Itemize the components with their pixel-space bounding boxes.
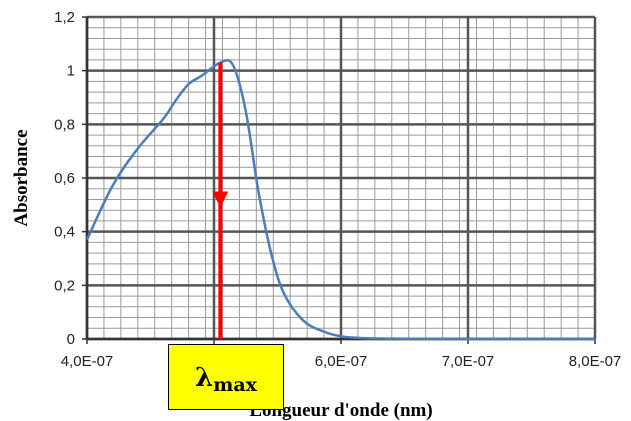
lambda-max-label: λmax xyxy=(168,344,284,410)
x-axis-label: Longueur d'onde (nm) xyxy=(249,400,432,421)
y-axis-label: Absorbance xyxy=(11,129,32,226)
lambda-symbol: λ xyxy=(195,363,214,393)
y-tick-label: 0,8 xyxy=(54,116,75,133)
y-tick-label: 0,6 xyxy=(54,170,75,187)
chart-grid xyxy=(85,15,597,341)
y-tick-labels: 0 0,2 0,4 0,6 0,8 1 1,2 xyxy=(54,9,87,348)
lambda-subscript: max xyxy=(213,374,257,396)
y-tick-label: 0,4 xyxy=(54,224,75,241)
x-tick-labels: 4,0E-075,0E-076,0E-077,0E-078,0E-07 xyxy=(61,339,622,370)
y-tick-label: 0 xyxy=(67,331,75,348)
x-tick-label: 7,0E-07 xyxy=(442,353,495,370)
x-tick-label: 6,0E-07 xyxy=(315,353,368,370)
y-tick-label: 1,2 xyxy=(54,9,75,26)
series-line-absorbance xyxy=(85,58,595,341)
x-tick-label: 4,0E-07 xyxy=(61,353,114,370)
y-tick-label: 0,2 xyxy=(54,277,75,294)
lambda-max-arrowhead xyxy=(212,191,229,208)
lambda-max-arrow xyxy=(212,62,229,339)
x-tick-label: 8,0E-07 xyxy=(569,353,622,370)
y-tick-label: 1 xyxy=(67,63,75,80)
